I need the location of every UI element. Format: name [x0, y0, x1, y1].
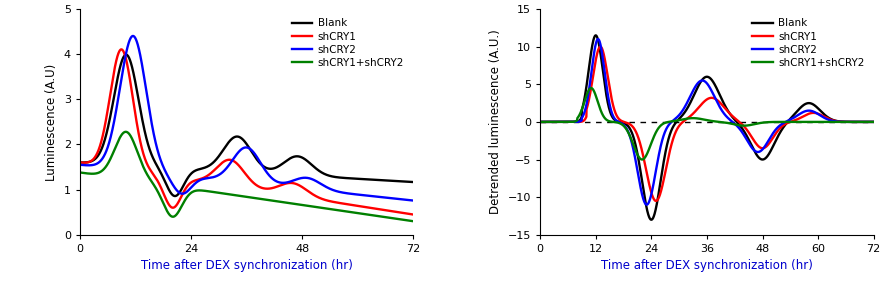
shCRY1+shCRY2 [91, 172, 102, 175]
shCRY2 [398, 198, 408, 201]
Line: Blank: Blank [80, 54, 413, 196]
shCRY1 [688, 111, 698, 115]
shCRY2 [797, 110, 807, 114]
shCRY2 [128, 34, 138, 38]
shCRY1 [797, 115, 807, 118]
shCRY1+shCRY2 [398, 218, 408, 222]
Blank [91, 155, 102, 159]
shCRY2 [867, 120, 878, 124]
shCRY1+shCRY2 [858, 120, 868, 124]
shCRY2 [688, 88, 698, 91]
Line: shCRY1: shCRY1 [540, 47, 873, 201]
Blank [169, 194, 180, 198]
shCRY1 [408, 213, 418, 216]
shCRY2 [398, 198, 408, 201]
shCRY2 [337, 191, 347, 194]
Blank [237, 137, 247, 141]
Line: shCRY1+shCRY2: shCRY1+shCRY2 [540, 88, 873, 160]
shCRY1 [551, 120, 562, 124]
Blank [551, 120, 562, 124]
Blank [120, 53, 131, 56]
shCRY2 [592, 37, 602, 41]
shCRY2 [858, 120, 868, 124]
shCRY1+shCRY2 [74, 171, 85, 174]
shCRY1 [534, 120, 545, 124]
shCRY1 [858, 120, 868, 124]
shCRY1 [867, 120, 878, 124]
Blank [867, 120, 878, 124]
shCRY1 [858, 120, 868, 124]
Blank [688, 94, 698, 97]
Blank [797, 104, 807, 107]
shCRY1 [74, 161, 85, 164]
shCRY1 [237, 168, 247, 171]
Y-axis label: Detrended luminescence (A.U.): Detrended luminescence (A.U.) [488, 29, 501, 214]
shCRY1+shCRY2 [688, 116, 698, 120]
shCRY1+shCRY2 [551, 120, 562, 124]
Blank [74, 161, 85, 164]
Y-axis label: Luminescence (A.U): Luminescence (A.U) [45, 63, 58, 181]
shCRY2 [74, 163, 85, 166]
shCRY2 [534, 120, 545, 124]
Blank [645, 218, 656, 222]
shCRY1+shCRY2 [636, 158, 647, 161]
Blank [590, 34, 601, 37]
shCRY2 [858, 120, 868, 124]
shCRY2 [551, 120, 562, 124]
shCRY1+shCRY2 [696, 117, 707, 121]
shCRY1 [228, 159, 238, 163]
Legend: Blank, shCRY1, shCRY2, shCRY1+shCRY2: Blank, shCRY1, shCRY2, shCRY1+shCRY2 [747, 14, 867, 72]
shCRY1 [116, 48, 127, 51]
shCRY1+shCRY2 [585, 86, 595, 90]
shCRY1+shCRY2 [534, 120, 545, 124]
Legend: Blank, shCRY1, shCRY2, shCRY1+shCRY2: Blank, shCRY1, shCRY2, shCRY1+shCRY2 [287, 14, 408, 72]
shCRY1+shCRY2 [120, 130, 131, 134]
Line: shCRY2: shCRY2 [540, 39, 873, 205]
shCRY2 [91, 162, 102, 166]
Blank [858, 120, 868, 124]
shCRY1+shCRY2 [228, 193, 238, 197]
shCRY1 [696, 101, 707, 105]
shCRY1+shCRY2 [867, 120, 878, 124]
shCRY1+shCRY2 [237, 194, 247, 198]
Blank [534, 120, 545, 124]
shCRY1 [398, 211, 408, 215]
shCRY2 [641, 203, 651, 206]
shCRY1 [337, 202, 347, 205]
Blank [696, 77, 707, 81]
shCRY1 [595, 45, 605, 48]
Blank [399, 180, 409, 183]
shCRY1+shCRY2 [398, 218, 408, 222]
Line: Blank: Blank [540, 36, 873, 220]
X-axis label: Time after DEX synchronization (hr): Time after DEX synchronization (hr) [141, 259, 352, 272]
Blank [228, 136, 238, 139]
X-axis label: Time after DEX synchronization (hr): Time after DEX synchronization (hr) [601, 259, 812, 272]
Line: shCRY2: shCRY2 [80, 36, 413, 200]
Blank [858, 120, 868, 124]
shCRY1 [398, 211, 408, 215]
Line: shCRY1+shCRY2: shCRY1+shCRY2 [80, 132, 413, 221]
shCRY1 [650, 199, 661, 203]
shCRY2 [228, 157, 238, 161]
Blank [398, 180, 408, 183]
Line: shCRY1: shCRY1 [80, 49, 413, 215]
shCRY1+shCRY2 [337, 209, 347, 213]
shCRY2 [237, 147, 247, 150]
shCRY1+shCRY2 [858, 120, 868, 124]
shCRY1+shCRY2 [797, 120, 807, 124]
shCRY1 [91, 152, 102, 156]
shCRY2 [408, 199, 418, 202]
Blank [337, 176, 347, 180]
shCRY2 [696, 79, 707, 82]
Blank [408, 180, 418, 184]
shCRY1+shCRY2 [408, 219, 418, 223]
